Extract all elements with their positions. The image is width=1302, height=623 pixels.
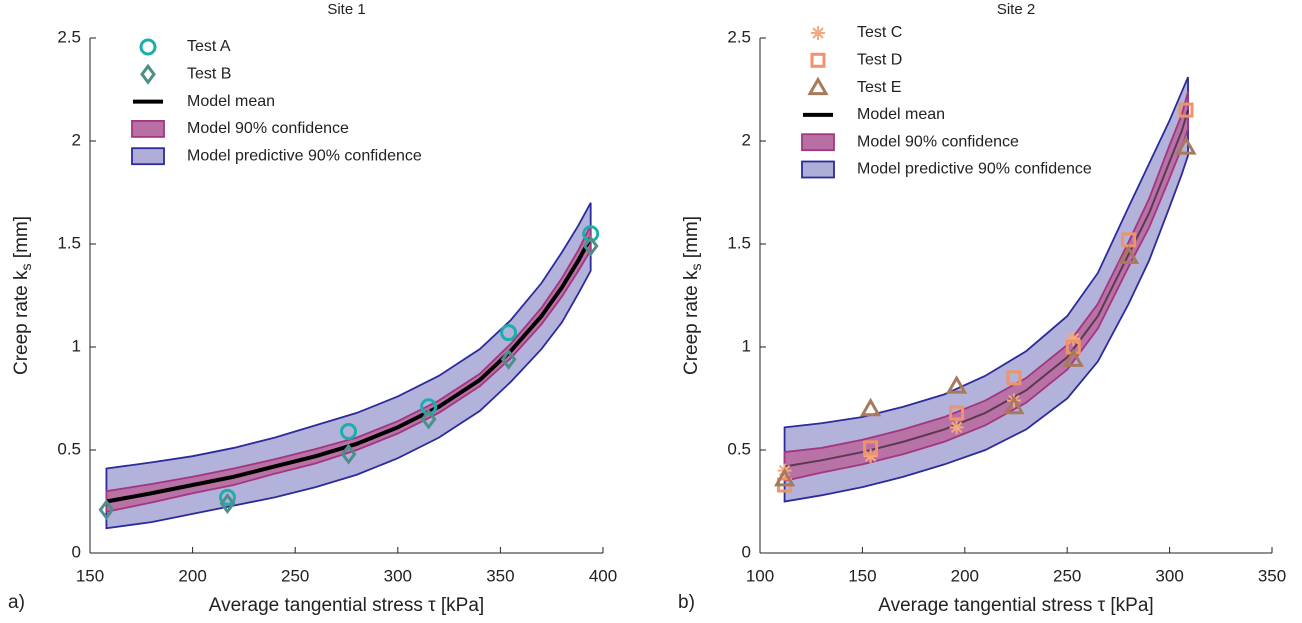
y-axis-label-subscript: s bbox=[18, 263, 34, 270]
x-tick-label: 150 bbox=[76, 566, 104, 585]
x-tick-label: 350 bbox=[486, 566, 514, 585]
legend-label: Model 90% confidence bbox=[857, 133, 1019, 150]
chart-title: Site 2 bbox=[997, 1, 1035, 18]
legend-swatch bbox=[131, 120, 165, 138]
legend-label: Test D bbox=[857, 52, 902, 69]
marker-diamond bbox=[340, 443, 357, 465]
marker-triangle bbox=[946, 375, 968, 394]
marker-diamond bbox=[219, 493, 236, 515]
y-axis-label-text: Creep rate k bbox=[681, 270, 702, 375]
confidence-band bbox=[783, 91, 1189, 483]
marker-circle bbox=[500, 324, 518, 342]
y-tick-label: 2 bbox=[742, 130, 751, 149]
x-tick-label: 200 bbox=[178, 566, 206, 585]
marker-square bbox=[863, 440, 879, 456]
marker-asterisk bbox=[863, 449, 878, 464]
marker-circle bbox=[582, 225, 600, 243]
y-tick-label: 2.5 bbox=[57, 27, 81, 46]
chart-title: Site 1 bbox=[327, 1, 365, 18]
x-tick-label: 350 bbox=[1258, 566, 1286, 585]
marker-triangle bbox=[860, 397, 882, 417]
y-axis-label-unit: [mm] bbox=[681, 216, 702, 264]
y-tick-label: 2.5 bbox=[727, 27, 751, 46]
marker-circle bbox=[218, 488, 236, 506]
legend-label: Model mean bbox=[857, 106, 945, 123]
marker-asterisk bbox=[949, 420, 964, 435]
y-axis-label: Creep rate ks [mm] bbox=[11, 216, 34, 375]
marker-asterisk bbox=[1066, 331, 1081, 346]
marker-square bbox=[1006, 370, 1022, 386]
model-mean-line bbox=[106, 236, 593, 504]
marker-circle bbox=[420, 398, 438, 416]
marker-diamond bbox=[98, 499, 115, 521]
marker-triangle bbox=[773, 467, 796, 487]
y-axis-label-text: Creep rate k bbox=[11, 270, 32, 375]
x-axis-label: Average tangential stress τ [kPa] bbox=[209, 595, 484, 616]
legend-label: Test C bbox=[857, 24, 902, 41]
marker-diamond bbox=[420, 408, 437, 430]
panel-label: a) bbox=[8, 592, 25, 613]
legend-label: Test E bbox=[857, 79, 901, 96]
marker-triangle bbox=[1118, 245, 1140, 264]
marker-triangle bbox=[807, 76, 829, 96]
y-tick-label: 0 bbox=[742, 542, 751, 561]
marker-square bbox=[949, 405, 965, 421]
y-tick-label: 1 bbox=[742, 336, 751, 355]
y-tick-label: 1.5 bbox=[727, 233, 751, 252]
x-axis-label: Average tangential stress τ [kPa] bbox=[878, 595, 1153, 616]
legend-swatch bbox=[801, 133, 835, 152]
legend-swatch bbox=[801, 160, 835, 179]
y-tick-label: 1 bbox=[72, 336, 81, 355]
marker-diamond bbox=[500, 348, 517, 370]
y-axis-label-subscript: s bbox=[688, 263, 704, 270]
marker-diamond bbox=[140, 63, 156, 85]
model-mean-line bbox=[784, 109, 1189, 468]
x-tick-label: 250 bbox=[281, 566, 309, 585]
x-tick-label: 250 bbox=[1053, 566, 1081, 585]
panel-label: b) bbox=[678, 592, 695, 613]
y-axis-label: Creep rate ks [mm] bbox=[681, 216, 704, 375]
marker-square bbox=[810, 52, 826, 68]
marker-triangle bbox=[1003, 395, 1025, 415]
y-tick-label: 0 bbox=[72, 542, 81, 561]
marker-triangle bbox=[1062, 348, 1084, 367]
y-tick-label: 2 bbox=[72, 130, 81, 149]
x-tick-label: 300 bbox=[384, 566, 412, 585]
marker-asterisk bbox=[811, 26, 825, 40]
legend-label: Model predictive 90% confidence bbox=[857, 161, 1092, 178]
marker-triangle bbox=[1175, 136, 1197, 155]
legend-label: Test B bbox=[187, 66, 231, 83]
x-tick-label: 400 bbox=[589, 566, 617, 585]
x-tick-label: 300 bbox=[1155, 566, 1183, 585]
marker-diamond bbox=[582, 235, 599, 257]
legend-swatch bbox=[131, 147, 165, 166]
legend-label: Model mean bbox=[187, 93, 275, 110]
legend-label: Model predictive 90% confidence bbox=[187, 147, 422, 164]
y-tick-label: 0.5 bbox=[57, 439, 81, 458]
y-axis-label-unit: [mm] bbox=[11, 216, 32, 264]
x-tick-label: 150 bbox=[848, 566, 876, 585]
marker-square bbox=[1178, 102, 1194, 118]
marker-circle bbox=[340, 422, 358, 440]
marker-circle bbox=[139, 38, 157, 56]
y-tick-label: 1.5 bbox=[57, 233, 81, 252]
y-tick-label: 0.5 bbox=[727, 439, 751, 458]
x-tick-label: 100 bbox=[746, 566, 774, 585]
x-tick-label: 200 bbox=[951, 566, 979, 585]
legend-label: Model 90% confidence bbox=[187, 120, 349, 137]
legend-label: Test A bbox=[187, 38, 231, 55]
